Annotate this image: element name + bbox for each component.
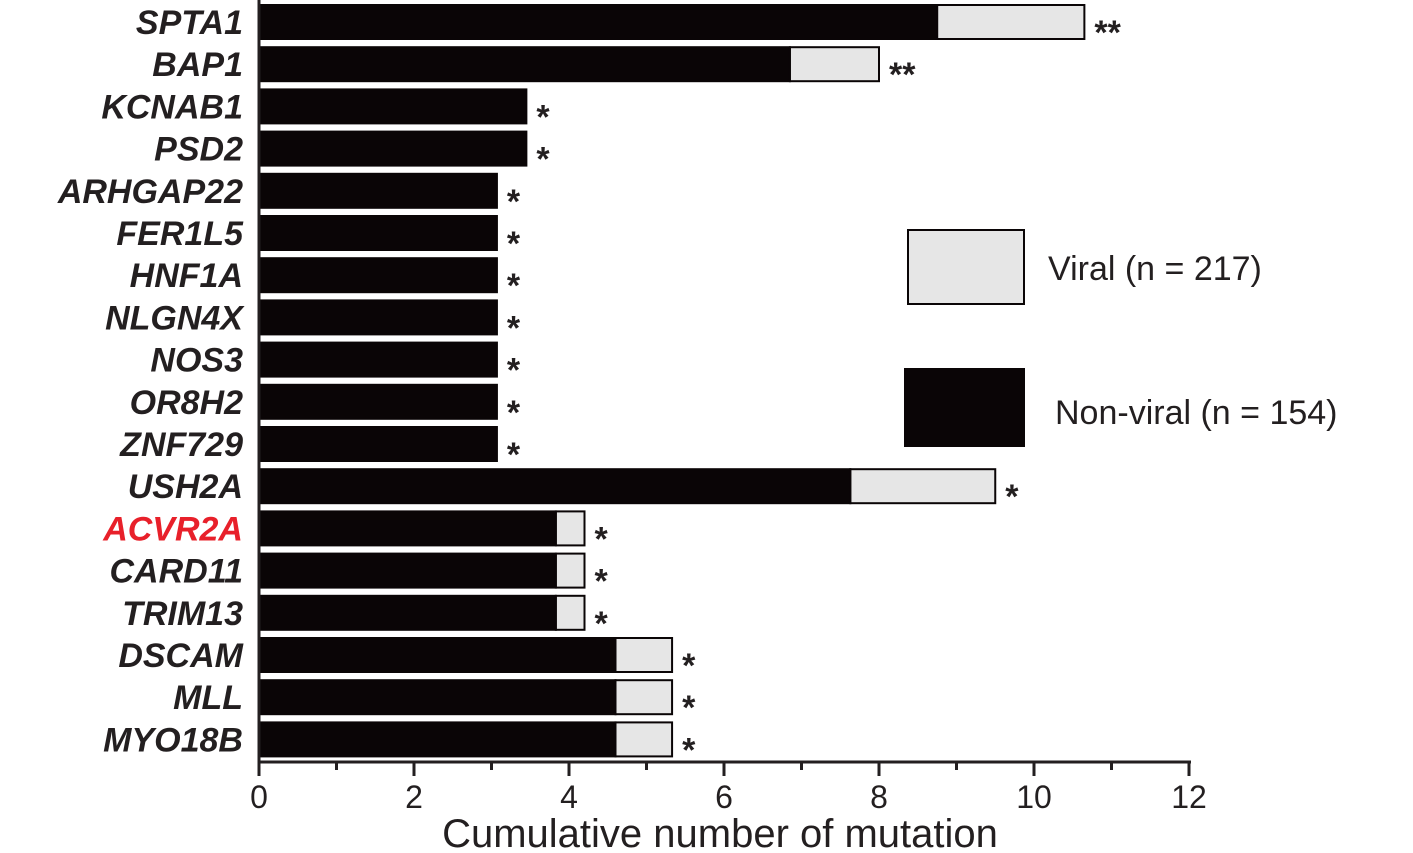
bar-non-viral — [258, 88, 528, 125]
gene-label: ACVR2A — [102, 510, 243, 548]
bar-non-viral — [258, 721, 617, 758]
gene-label: PSD2 — [154, 131, 243, 169]
gene-label: OR8H2 — [130, 384, 243, 422]
bar-non-viral — [258, 468, 852, 505]
significance-star: * — [682, 731, 696, 769]
x-tick-label: 8 — [870, 779, 888, 815]
gene-label: MYO18B — [103, 721, 243, 759]
significance-star: ** — [1094, 14, 1121, 52]
significance-star: * — [507, 267, 521, 305]
gene-label: TRIM13 — [122, 595, 243, 633]
bar-non-viral — [258, 46, 791, 83]
bar-non-viral — [258, 594, 557, 631]
gene-label: NOS3 — [150, 342, 243, 380]
x-tick-label: 6 — [715, 779, 733, 815]
significance-star: * — [507, 225, 521, 263]
axes-layer: 0 2 4 6 8 10 12 — [250, 0, 1207, 815]
bar-viral — [788, 46, 880, 83]
significance-star: * — [595, 520, 609, 558]
significance-star: * — [536, 141, 550, 179]
significance-star: * — [1005, 478, 1019, 516]
bar-non-viral — [258, 510, 557, 547]
bar-viral — [849, 468, 997, 505]
significance-star: * — [507, 394, 521, 432]
bars-layer — [258, 4, 1086, 758]
x-tick-label: 10 — [1016, 779, 1052, 815]
bar-non-viral — [258, 299, 498, 336]
gene-label: MLL — [173, 679, 243, 717]
gene-label: ARHGAP22 — [57, 173, 243, 211]
significance-annotations-layer: ******************** — [507, 14, 1122, 769]
gene-label: KCNAB1 — [101, 88, 243, 126]
bar-non-viral — [258, 130, 528, 167]
gene-label: DSCAM — [118, 637, 243, 675]
bar-non-viral — [258, 383, 498, 420]
bar-viral — [554, 510, 586, 547]
bar-viral — [554, 594, 586, 631]
significance-star: * — [595, 605, 609, 643]
bar-viral — [614, 721, 674, 758]
bar-non-viral — [258, 215, 498, 251]
gene-label: USH2A — [128, 468, 243, 506]
gene-label: NLGN4X — [105, 299, 245, 337]
bar-viral — [554, 552, 586, 589]
bar-non-viral — [258, 679, 617, 716]
significance-star: * — [682, 647, 696, 685]
gene-label: FER1L5 — [116, 215, 244, 253]
bar-non-viral — [258, 4, 939, 40]
gene-label: CARD11 — [109, 553, 243, 591]
gene-label: HNF1A — [130, 257, 243, 295]
bar-non-viral — [258, 552, 557, 589]
legend-swatch — [904, 368, 1025, 447]
significance-star: ** — [889, 56, 916, 94]
legend-label: Viral (n = 217) — [1048, 250, 1262, 288]
gene-label: ZNF729 — [119, 426, 243, 464]
significance-star: * — [595, 563, 609, 601]
bar-non-viral — [258, 341, 498, 378]
bar-non-viral — [258, 257, 498, 294]
legend: Viral (n = 217) Non-viral (n = 154) — [904, 229, 1338, 447]
bar-viral — [936, 4, 1086, 40]
gene-label: SPTA1 — [136, 4, 243, 42]
x-tick-label: 4 — [560, 779, 578, 815]
x-tick-label: 0 — [250, 779, 268, 815]
bar-non-viral — [258, 637, 617, 673]
legend-swatch — [907, 229, 1025, 305]
significance-star: * — [682, 689, 696, 727]
x-tick-label: 2 — [405, 779, 423, 815]
bar-non-viral — [258, 426, 498, 462]
gene-labels-layer: SPTA1 BAP1 KCNAB1 PSD2 ARHGAP22 FER1L5 HNF1A NL… — [57, 4, 245, 759]
significance-star: * — [507, 352, 521, 390]
significance-star: * — [507, 183, 521, 221]
significance-star: * — [507, 309, 521, 347]
x-tick-label: 12 — [1171, 779, 1207, 815]
significance-star: * — [536, 98, 550, 136]
x-axis-label: Cumulative number of mutation — [442, 812, 998, 853]
bar-viral — [614, 637, 674, 673]
bar-non-viral — [258, 172, 498, 209]
significance-star: * — [507, 436, 521, 474]
gene-label: BAP1 — [152, 46, 243, 84]
bar-viral — [614, 679, 674, 716]
legend-label: Non-viral (n = 154) — [1055, 394, 1338, 432]
